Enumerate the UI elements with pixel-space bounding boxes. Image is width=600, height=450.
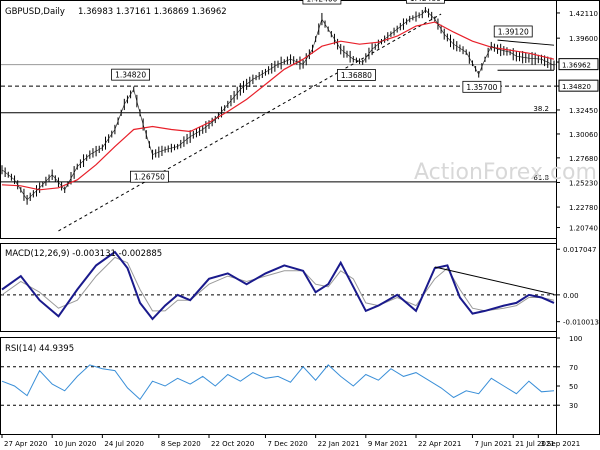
price-y-tick-label: 1.22780 <box>569 204 598 212</box>
macd-panel-frame <box>0 243 557 332</box>
rsi-panel-frame <box>0 337 557 435</box>
x-tick-label: 8 Sep 2020 <box>161 440 201 448</box>
price-annotation-box <box>493 25 533 38</box>
macd-y-tick-label: 0.00 <box>563 292 579 300</box>
rsi-y-tick-label: 50 <box>569 383 578 391</box>
current-price-tag-label: 1.36962 <box>562 62 591 70</box>
x-tick-label: 3 Sep 2021 <box>540 440 580 448</box>
price-annotation-label: 1.36880 <box>341 71 372 80</box>
rsi-panel: 100 70 50 30 <box>1 335 582 410</box>
price-panel: 1.20740 1.22780 1.25230 1.27680 1.30060 1.324… <box>1 0 599 233</box>
price-annotation-box <box>406 0 445 4</box>
rsi-y-tick-label: 100 <box>569 335 582 343</box>
price-y-tick-label: 1.42110 <box>569 10 598 18</box>
x-tick-label: 9 Mar 2021 <box>368 440 408 448</box>
price-annotation-label: 1.35700 <box>466 83 497 92</box>
price-y-tick-label: 1.20740 <box>569 225 598 233</box>
macd-panel: 0.017047 0.00 -0.010013 <box>1 246 599 327</box>
x-tick-label: 22 Oct 2020 <box>211 440 254 448</box>
close-line <box>1 9 555 201</box>
watermark: ActionForex.com <box>414 160 597 185</box>
macd-y-tick-label: 0.017047 <box>563 246 596 254</box>
rsi-line <box>1 364 555 401</box>
price-y-tick-label: 1.27680 <box>569 155 598 163</box>
rsi-y-tick-label: 70 <box>569 364 578 372</box>
ema-line <box>1 21 555 191</box>
price-annotation-box <box>337 69 376 81</box>
x-tick-label: 7 Jun 2021 <box>474 440 512 448</box>
x-tick-label: 22 Jan 2021 <box>318 440 360 448</box>
fib-level-label: 61.8 <box>533 174 549 182</box>
macd-y-tick-label: -0.010013 <box>563 319 599 327</box>
x-tick-label: 24 Jul 2020 <box>104 440 144 448</box>
x-tick-label: 10 Jun 2020 <box>54 440 96 448</box>
macd-panel-title: MACD(12,26,9) -0.003131 -0.002885 <box>5 249 162 259</box>
price-panel-title: GBPUSD,Daily <box>5 7 65 17</box>
price-y-tick-label: 1.25230 <box>569 179 598 187</box>
price-annotation-box <box>111 68 150 81</box>
price-trendline <box>497 39 555 46</box>
price-annotation-label: 1.26750 <box>134 173 165 182</box>
x-axis: 27 Apr 2020 10 Jun 2020 24 Jul 2020 8 Sep 2… <box>1 434 580 448</box>
x-tick-label: 7 Dec 2020 <box>267 440 307 448</box>
x-tick-label: 22 Apr 2021 <box>418 440 461 448</box>
macd-trendline <box>434 266 555 295</box>
price-annotation-box <box>130 170 169 183</box>
rsi-y-tick-label: 30 <box>569 402 578 410</box>
price-annotation-label: 1.39120 <box>498 27 529 36</box>
price-trendline <box>58 13 442 232</box>
price-annotation-box <box>462 80 502 93</box>
price-annotation-label: 1.42480 <box>410 0 441 3</box>
price-annotation-label: 1.34820 <box>115 71 146 80</box>
price-panel-frame <box>0 0 557 239</box>
current-price-tag <box>558 58 599 71</box>
support-price-tag <box>558 79 599 92</box>
support-price-tag-label: 1.34820 <box>562 83 591 91</box>
macd-line <box>1 250 555 321</box>
fib-level-label: 38.2 <box>533 105 549 113</box>
price-annotation-label: 1.42400 <box>306 0 337 4</box>
price-y-tick-label: 1.39600 <box>569 35 598 43</box>
rsi-panel-title: RSI(14) 44.9395 <box>5 344 74 354</box>
x-tick-label: 21 Jul 2021 <box>515 440 555 448</box>
price-y-tick-label: 1.32450 <box>569 107 598 115</box>
price-ohlc-readout: 1.36983 1.37161 1.36869 1.36962 <box>78 7 227 17</box>
price-y-tick-label: 1.30060 <box>569 131 598 139</box>
price-annotation-box <box>302 0 342 5</box>
x-tick-label: 27 Apr 2020 <box>4 440 47 448</box>
